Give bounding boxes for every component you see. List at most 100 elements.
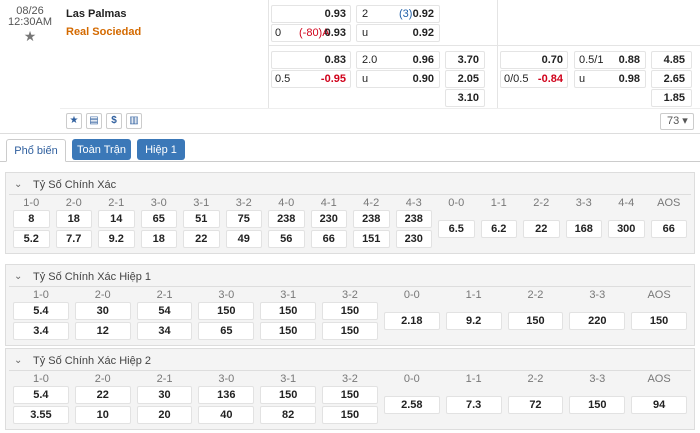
tab[interactable]: Toàn Trận <box>72 139 131 160</box>
odds-cell[interactable]: 150 <box>260 302 317 320</box>
favorite-icon[interactable]: ★ <box>23 28 37 44</box>
odds-cell[interactable]: 150 <box>322 406 378 424</box>
odds-cell[interactable]: 5.4 <box>13 386 69 404</box>
odds-cell[interactable]: 94 <box>631 396 687 414</box>
odds-box[interactable] <box>356 5 440 23</box>
odds-cell[interactable]: 6.5 <box>438 220 475 238</box>
odds-cell[interactable]: 18 <box>140 230 177 248</box>
odds-box[interactable] <box>271 70 351 88</box>
odds-cell[interactable]: 49 <box>225 230 262 248</box>
odds-cell[interactable]: 230 <box>395 230 432 248</box>
favorite-button[interactable]: ★ <box>66 113 82 129</box>
odds-box[interactable] <box>651 89 692 107</box>
odds-cell[interactable]: 22 <box>74 386 131 404</box>
odds-cell[interactable]: 8 <box>13 210 50 228</box>
odds-cell[interactable]: 54 <box>136 302 193 320</box>
column-label: 0-0 <box>448 197 465 209</box>
section-rule <box>9 194 691 195</box>
odds-box[interactable] <box>500 51 568 69</box>
odds-cell[interactable]: 65 <box>198 322 255 340</box>
odds-box[interactable] <box>500 70 568 88</box>
odds-cell[interactable]: 30 <box>136 386 193 404</box>
odds-cell[interactable]: 150 <box>260 322 317 340</box>
odds-cell[interactable]: 10 <box>74 406 131 424</box>
odds-cell[interactable]: 150 <box>322 322 378 340</box>
odds-box[interactable] <box>445 70 485 88</box>
odds-cell[interactable]: 30 <box>74 302 131 320</box>
collapse-icon[interactable]: ⌄ <box>14 271 23 282</box>
odds-box[interactable] <box>356 24 440 42</box>
odds-box[interactable] <box>445 51 485 69</box>
column-label: 1-0 <box>32 289 49 301</box>
odds-box[interactable] <box>651 70 692 88</box>
odds-box[interactable] <box>271 5 351 23</box>
odds-cell[interactable]: 66 <box>650 220 687 238</box>
odds-cell[interactable]: 65 <box>140 210 177 228</box>
odds: 0.83 <box>324 54 346 66</box>
odds-cell[interactable]: 150 <box>322 386 378 404</box>
odds-cell[interactable]: 3.55 <box>13 406 69 424</box>
odds-cell[interactable]: 40 <box>198 406 255 424</box>
odds-cell[interactable]: 14 <box>98 210 135 228</box>
odds-cell[interactable]: 151 <box>353 230 390 248</box>
odds-box[interactable] <box>356 51 440 69</box>
odds-cell[interactable]: 238 <box>395 210 432 228</box>
card-button[interactable]: ▤ <box>86 113 102 129</box>
odds-cell[interactable]: 150 <box>260 386 317 404</box>
odds-cell[interactable]: 75 <box>225 210 262 228</box>
odds-cell[interactable]: 51 <box>183 210 220 228</box>
odds-cell[interactable]: 150 <box>569 396 626 414</box>
odds-cell[interactable]: 22 <box>523 220 560 238</box>
odds-cell[interactable]: 12 <box>74 322 131 340</box>
line: 2.0 <box>362 54 378 66</box>
odds-cell[interactable]: 18 <box>55 210 92 228</box>
odds-cell[interactable]: 2.58 <box>383 396 440 414</box>
odds-cell[interactable]: 9.2 <box>98 230 135 248</box>
odds-cell[interactable]: 9.2 <box>445 312 502 330</box>
odds-cell[interactable]: 5.4 <box>13 302 69 320</box>
odds-box[interactable] <box>445 89 485 107</box>
odds-cell[interactable]: 168 <box>565 220 602 238</box>
money-button[interactable]: $ <box>106 113 122 129</box>
odds-cell[interactable]: 150 <box>322 302 378 320</box>
odds-box[interactable] <box>574 51 646 69</box>
column-label: 2-2 <box>527 289 544 301</box>
odds-cell[interactable]: 7.7 <box>55 230 92 248</box>
odds-cell[interactable]: 150 <box>198 302 255 320</box>
odds-cell[interactable]: 3.4 <box>13 322 69 340</box>
odds: 1.85 <box>663 92 685 104</box>
odds-cell[interactable]: 136 <box>198 386 255 404</box>
odds-cell[interactable]: 20 <box>136 406 193 424</box>
column-label: 2-0 <box>94 373 111 385</box>
odds-box[interactable] <box>271 24 351 42</box>
odds-cell[interactable]: 5.2 <box>13 230 50 248</box>
odds-cell[interactable]: 7.3 <box>445 396 502 414</box>
stats-button[interactable]: ▥ <box>126 113 142 129</box>
more-markets-button[interactable]: 73 ▾ <box>660 113 694 130</box>
odds-cell[interactable]: 238 <box>268 210 305 228</box>
odds-cell[interactable]: 72 <box>507 396 564 414</box>
odds-cell[interactable]: 34 <box>136 322 193 340</box>
odds-cell[interactable]: 6.2 <box>480 220 517 238</box>
odds-cell[interactable]: 150 <box>631 312 687 330</box>
odds-cell[interactable]: 2.18 <box>383 312 440 330</box>
tab[interactable]: Hiệp 1 <box>137 139 185 160</box>
odds-cell[interactable]: 230 <box>310 210 347 228</box>
odds-box[interactable] <box>271 51 351 69</box>
odds-box[interactable] <box>356 70 440 88</box>
odds-cell[interactable]: 238 <box>353 210 390 228</box>
collapse-icon[interactable]: ⌄ <box>14 355 23 366</box>
line: 0.5 <box>275 73 291 85</box>
odds-cell[interactable]: 220 <box>569 312 626 330</box>
odds-cell[interactable]: 300 <box>608 220 645 238</box>
odds-cell[interactable]: 150 <box>507 312 564 330</box>
odds-cell[interactable]: 82 <box>260 406 317 424</box>
tab-line <box>0 161 700 162</box>
odds-box[interactable] <box>574 70 646 88</box>
odds-cell[interactable]: 66 <box>310 230 347 248</box>
tab-active[interactable]: Phổ biến <box>6 139 66 162</box>
odds-cell[interactable]: 22 <box>183 230 220 248</box>
collapse-icon[interactable]: ⌄ <box>14 179 23 190</box>
odds-cell[interactable]: 56 <box>268 230 305 248</box>
odds-box[interactable] <box>651 51 692 69</box>
